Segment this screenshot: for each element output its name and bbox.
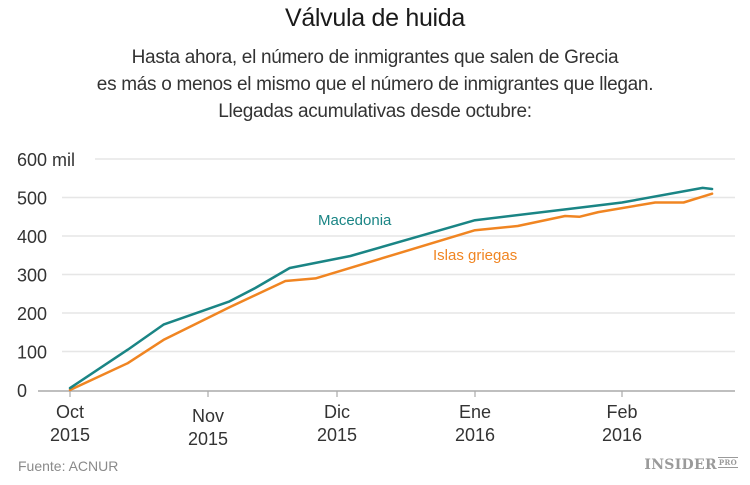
- x-tick-label-year: 2015: [317, 425, 357, 445]
- series-lines: [68, 186, 714, 392]
- y-tick-label: 400: [17, 227, 47, 247]
- y-tick-label: 300: [17, 266, 47, 286]
- chart-title: Válvula de huida: [284, 4, 466, 32]
- subtitle-line-1: Hasta ahora, el número de inmigrantes qu…: [131, 47, 619, 68]
- series-line-macedonia: [68, 186, 714, 390]
- y-tick-label: 500: [17, 189, 47, 209]
- x-tick-label-month: Ene: [459, 402, 491, 422]
- x-tick-label-year: 2015: [50, 425, 90, 445]
- logo-pro: PRO: [717, 457, 738, 468]
- gridlines: [62, 158, 735, 353]
- y-tick-label: 200: [17, 304, 47, 324]
- y-tick-label: 600 mil: [17, 150, 75, 170]
- logo-main: INSIDER: [644, 457, 717, 473]
- x-axis: Oct 2015 Nov 2015 Dic 2015 Ene 2016 Feb 2016: [38, 390, 735, 449]
- subtitle-line-2: es más o menos el mismo que el número de…: [96, 74, 654, 95]
- subtitle-line-3: Llegadas acumulativas desde octubre:: [218, 101, 532, 122]
- chart-subtitle: Hasta ahora, el número de inmigrantes qu…: [0, 44, 750, 125]
- insider-pro-logo: INSIDER PRO: [644, 457, 738, 473]
- series-labels: Macedonia Islas griegas: [318, 212, 517, 264]
- source-note: Fuente: ACNUR: [18, 458, 119, 474]
- x-tick-label-year: 2016: [602, 425, 642, 445]
- y-tick-label: 100: [17, 343, 47, 363]
- y-tick-label: 0: [17, 381, 27, 401]
- series-label-islas-griegas: Islas griegas: [433, 247, 517, 264]
- series-line-islas-griegas: [68, 192, 714, 392]
- y-axis-ticks: 0 100 200 300 400 500 600 mil: [17, 150, 75, 401]
- x-tick-label-month: Nov: [192, 406, 224, 426]
- x-tick-label-month: Feb: [606, 402, 637, 422]
- x-tick-label-month: Oct: [56, 402, 84, 422]
- x-tick-label-year: 2016: [455, 425, 495, 445]
- series-label-macedonia: Macedonia: [318, 212, 392, 229]
- x-tick-label-month: Dic: [324, 402, 350, 422]
- x-tick-label-year: 2015: [188, 429, 228, 449]
